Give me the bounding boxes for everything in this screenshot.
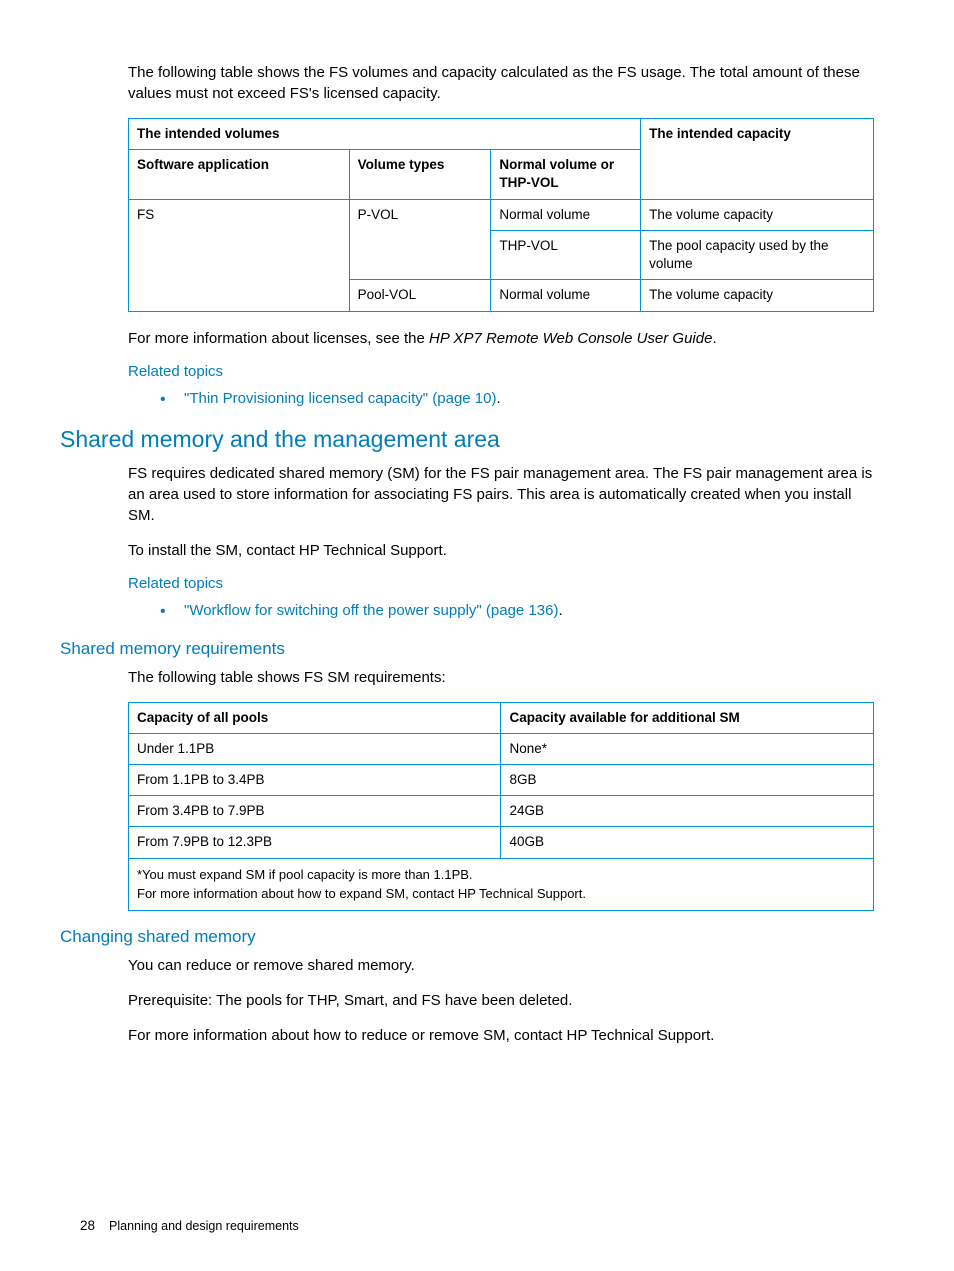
license-note-pre: For more information about licenses, see… <box>128 330 429 347</box>
sm-requirements-table: Capacity of all pools Capacity available… <box>128 702 874 911</box>
related-topic-item: "Workflow for switching off the power su… <box>160 600 874 623</box>
td-7-9-to-12-3: From 7.9PB to 12.3PB <box>129 827 501 858</box>
license-note: For more information about licenses, see… <box>128 328 874 349</box>
td-volume-capacity-1: The volume capacity <box>641 199 874 230</box>
shared-memory-p2: To install the SM, contact HP Technical … <box>128 540 874 561</box>
th-intended-capacity: The intended capacity <box>641 119 874 200</box>
td-8gb: 8GB <box>501 764 874 795</box>
td-pool-capacity: The pool capacity used by the volume <box>641 230 874 279</box>
shared-memory-p1: FS requires dedicated shared memory (SM)… <box>128 463 874 526</box>
page-footer: 28 Planning and design requirements <box>80 1218 299 1233</box>
td-normal-volume-1: Normal volume <box>491 199 641 230</box>
td-software-fs: FS <box>129 199 350 311</box>
related-topics-list-1: "Thin Provisioning licensed capacity" (p… <box>160 388 874 411</box>
footnote-line1: *You must expand SM if pool capacity is … <box>137 867 473 882</box>
link-post: . <box>558 602 562 619</box>
related-topics-heading-2: Related topics <box>128 575 874 592</box>
changing-sm-p2: Prerequisite: The pools for THP, Smart, … <box>128 990 874 1011</box>
license-note-guide: HP XP7 Remote Web Console User Guide <box>429 330 712 347</box>
fs-volumes-table: The intended volumes The intended capaci… <box>128 118 874 312</box>
shared-memory-heading: Shared memory and the management area <box>60 426 874 453</box>
td-3-4-to-7-9: From 3.4PB to 7.9PB <box>129 796 501 827</box>
th-capacity-pools: Capacity of all pools <box>129 702 501 733</box>
link-post: . <box>496 390 500 407</box>
td-pvol: P-VOL <box>349 199 491 280</box>
th-normal-volume: Normal volume or THP-VOL <box>491 150 641 199</box>
td-under-1-1pb: Under 1.1PB <box>129 733 501 764</box>
td-thpvol: THP-VOL <box>491 230 641 279</box>
td-24gb: 24GB <box>501 796 874 827</box>
license-note-post: . <box>712 330 716 347</box>
related-topic-item: "Thin Provisioning licensed capacity" (p… <box>160 388 874 411</box>
footnote-line2: For more information about how to expand… <box>137 886 586 901</box>
changing-sm-p1: You can reduce or remove shared memory. <box>128 955 874 976</box>
changing-sm-p3: For more information about how to reduce… <box>128 1025 874 1046</box>
sm-requirements-p1: The following table shows FS SM requirem… <box>128 667 874 688</box>
th-capacity-sm: Capacity available for additional SM <box>501 702 874 733</box>
page-number: 28 <box>80 1218 95 1233</box>
link-workflow-power[interactable]: "Workflow for switching off the power su… <box>184 602 558 619</box>
th-intended-volumes: The intended volumes <box>129 119 641 150</box>
footer-chapter: Planning and design requirements <box>109 1219 299 1233</box>
td-poolvol: Pool-VOL <box>349 280 491 311</box>
changing-sm-heading: Changing shared memory <box>60 927 874 947</box>
td-1-1-to-3-4: From 1.1PB to 3.4PB <box>129 764 501 795</box>
link-thin-provisioning[interactable]: "Thin Provisioning licensed capacity" (p… <box>184 390 496 407</box>
related-topics-heading-1: Related topics <box>128 363 874 380</box>
th-software-application: Software application <box>129 150 350 199</box>
td-volume-capacity-2: The volume capacity <box>641 280 874 311</box>
td-footnote: *You must expand SM if pool capacity is … <box>129 858 874 910</box>
th-volume-types: Volume types <box>349 150 491 199</box>
td-normal-volume-2: Normal volume <box>491 280 641 311</box>
sm-requirements-heading: Shared memory requirements <box>60 639 874 659</box>
td-none: None* <box>501 733 874 764</box>
intro-paragraph: The following table shows the FS volumes… <box>128 62 874 104</box>
td-40gb: 40GB <box>501 827 874 858</box>
related-topics-list-2: "Workflow for switching off the power su… <box>160 600 874 623</box>
